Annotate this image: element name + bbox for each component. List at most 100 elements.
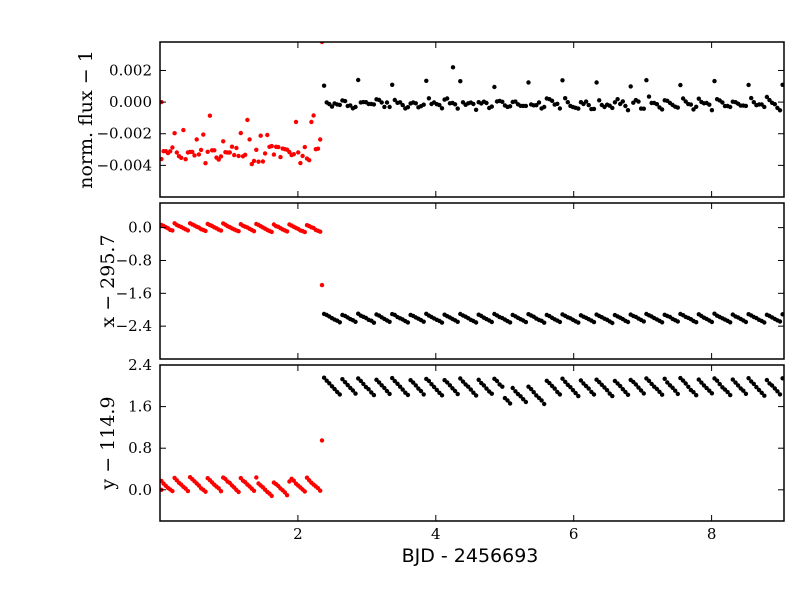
data-point: [649, 381, 654, 387]
data-point: [523, 103, 529, 109]
data-point: [694, 320, 699, 325]
data-point: [203, 161, 208, 166]
data-point: [633, 382, 639, 387]
data-point: [505, 398, 510, 403]
data-point: [342, 380, 348, 385]
data-point: [539, 398, 544, 403]
data-point: [549, 98, 555, 104]
data-point: [644, 78, 649, 83]
data-point: [205, 149, 210, 154]
data-point: [307, 158, 312, 163]
data-point: [570, 388, 576, 393]
data-point: [476, 377, 481, 382]
data-point: [754, 384, 759, 390]
data-point: [673, 388, 678, 393]
data-point: [542, 401, 547, 407]
x-tick-label: 8: [707, 525, 717, 543]
data-point: [699, 380, 704, 385]
flux-points: [160, 42, 784, 167]
data-point: [628, 84, 633, 89]
data-point: [445, 96, 450, 101]
data-point: [371, 102, 377, 107]
data-point: [390, 375, 395, 381]
y-frame: [159, 364, 785, 522]
data-point: [746, 376, 751, 381]
x-points: [160, 221, 784, 326]
data-point: [625, 319, 631, 325]
data-point: [458, 376, 463, 381]
data-point: [576, 320, 581, 325]
data-point: [426, 378, 432, 384]
data-point: [772, 102, 777, 107]
data-point: [269, 229, 274, 235]
data-point: [555, 101, 560, 107]
data-point: [321, 375, 327, 380]
data-point: [638, 388, 644, 393]
data-point: [489, 319, 494, 325]
y-tick-label: 0.8: [128, 439, 152, 457]
data-point: [319, 438, 325, 443]
data-point: [251, 158, 257, 164]
data-point: [218, 228, 224, 233]
data-point: [236, 153, 241, 159]
data-point: [709, 108, 715, 113]
data-point: [400, 387, 405, 392]
data-point: [172, 131, 177, 136]
data-point: [728, 320, 733, 325]
data-point: [510, 385, 515, 391]
data-point: [466, 384, 471, 389]
data-point: [405, 392, 411, 398]
data-point: [733, 380, 738, 385]
x-ylabel: x − 295.7: [97, 234, 119, 327]
data-point: [429, 382, 434, 387]
data-point: [641, 106, 646, 111]
data-point: [340, 377, 345, 382]
data-point: [552, 386, 557, 391]
data-point: [181, 127, 186, 133]
data-point: [183, 157, 188, 162]
data-point: [455, 106, 460, 111]
data-point: [709, 319, 715, 325]
data-point: [759, 390, 764, 395]
data-point: [610, 105, 615, 111]
x-frame: [159, 202, 785, 360]
data-point: [356, 77, 361, 83]
data-point: [623, 103, 628, 109]
data-point: [284, 229, 290, 234]
data-point: [342, 98, 348, 104]
data-point: [251, 488, 257, 493]
data-point: [769, 383, 775, 388]
data-point: [192, 153, 197, 158]
data-point: [762, 104, 767, 110]
data-point: [262, 151, 268, 156]
data-point: [735, 383, 741, 388]
data-point: [573, 390, 578, 396]
data-point: [473, 393, 479, 398]
data-point: [426, 96, 432, 101]
y-tick-label: 0.0: [128, 219, 152, 237]
data-point: [665, 380, 670, 385]
data-point: [397, 384, 403, 389]
data-point: [318, 229, 323, 234]
data-point: [696, 377, 701, 382]
y-tick-label: −1.6: [116, 284, 152, 302]
data-point: [521, 397, 526, 402]
data-point: [659, 107, 665, 112]
data-point: [179, 155, 184, 160]
data-point: [507, 104, 513, 109]
data-point: [276, 144, 281, 150]
data-point: [675, 391, 680, 397]
data-point: [591, 319, 597, 325]
data-point: [194, 137, 199, 142]
data-point: [298, 160, 303, 166]
data-point: [392, 378, 397, 384]
data-point: [625, 108, 631, 113]
data-point: [743, 103, 749, 109]
data-point: [434, 387, 439, 393]
data-point: [741, 388, 746, 393]
data-point: [762, 320, 767, 325]
data-point: [542, 104, 547, 110]
data-point: [405, 320, 411, 325]
data-point: [507, 401, 513, 406]
data-point: [170, 228, 175, 233]
